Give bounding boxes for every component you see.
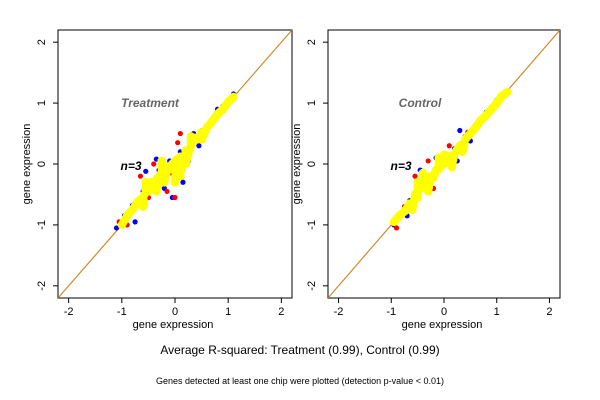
- points-group: [113, 91, 238, 231]
- data-point: [138, 202, 148, 211]
- y-tick-label: 1: [36, 100, 48, 106]
- data-point: [132, 219, 138, 225]
- y-tick-label: -1: [36, 220, 48, 230]
- data-point: [172, 194, 178, 201]
- data-point: [137, 173, 144, 179]
- x-tick-label: -2: [334, 306, 344, 318]
- data-point: [196, 143, 202, 149]
- y-tick-label: 0: [36, 161, 48, 167]
- y-tick-label: 0: [306, 161, 318, 167]
- panel-title: Treatment: [121, 96, 180, 110]
- x-tick-label: 0: [441, 306, 447, 318]
- x-tick-label: -2: [64, 306, 74, 318]
- x-tick-label: 2: [546, 306, 552, 318]
- sample-size-label: n=3: [390, 159, 411, 173]
- x-tick-label: 1: [494, 306, 500, 318]
- x-axis-label: gene expression: [133, 319, 214, 331]
- y-tick-label: 2: [306, 39, 318, 45]
- data-point: [143, 168, 149, 174]
- panel-control: -2 -1 0 1 2 -2 -1 0 1 2 gene expression gene expres…: [291, 29, 561, 331]
- y-tick-label: -2: [36, 281, 48, 291]
- y-tick-label: -1: [306, 220, 318, 230]
- sample-size-label: n=3: [120, 159, 141, 173]
- data-point: [457, 127, 463, 134]
- panel-treatment: -2 -1 0 1 2 -2 -1 0 1 2 gene expression gene expres…: [21, 29, 293, 331]
- data-point: [113, 225, 120, 231]
- x-tick-label: -1: [117, 306, 127, 318]
- caption-note: Genes detected at least one chip were pl…: [156, 376, 444, 386]
- points-group: [389, 87, 512, 231]
- panel-title: Control: [399, 96, 442, 110]
- y-axis-label: gene expression: [291, 124, 303, 205]
- y-axis-label: gene expression: [21, 124, 33, 205]
- x-tick-label: 1: [225, 306, 231, 318]
- x-axis-label: gene expression: [402, 319, 483, 331]
- data-point: [412, 173, 418, 179]
- data-point: [139, 196, 148, 205]
- data-point: [164, 188, 170, 195]
- data-point: [177, 130, 183, 137]
- y-tick-label: 2: [36, 39, 48, 45]
- data-point: [175, 140, 181, 146]
- data-point: [176, 171, 185, 181]
- y-tick-label: -2: [306, 281, 318, 291]
- data-point: [393, 225, 400, 231]
- data-point: [180, 179, 186, 185]
- caption-main: Average R-squared: Treatment (0.99), Con…: [160, 343, 440, 357]
- data-point: [425, 158, 431, 164]
- data-point: [503, 87, 512, 97]
- data-point: [151, 161, 157, 167]
- x-tick-label: 2: [278, 306, 284, 318]
- x-tick-label: -1: [386, 306, 396, 318]
- data-point: [229, 92, 238, 102]
- x-tick-label: 0: [172, 306, 178, 318]
- y-tick-label: 1: [306, 100, 318, 106]
- data-point: [446, 143, 452, 149]
